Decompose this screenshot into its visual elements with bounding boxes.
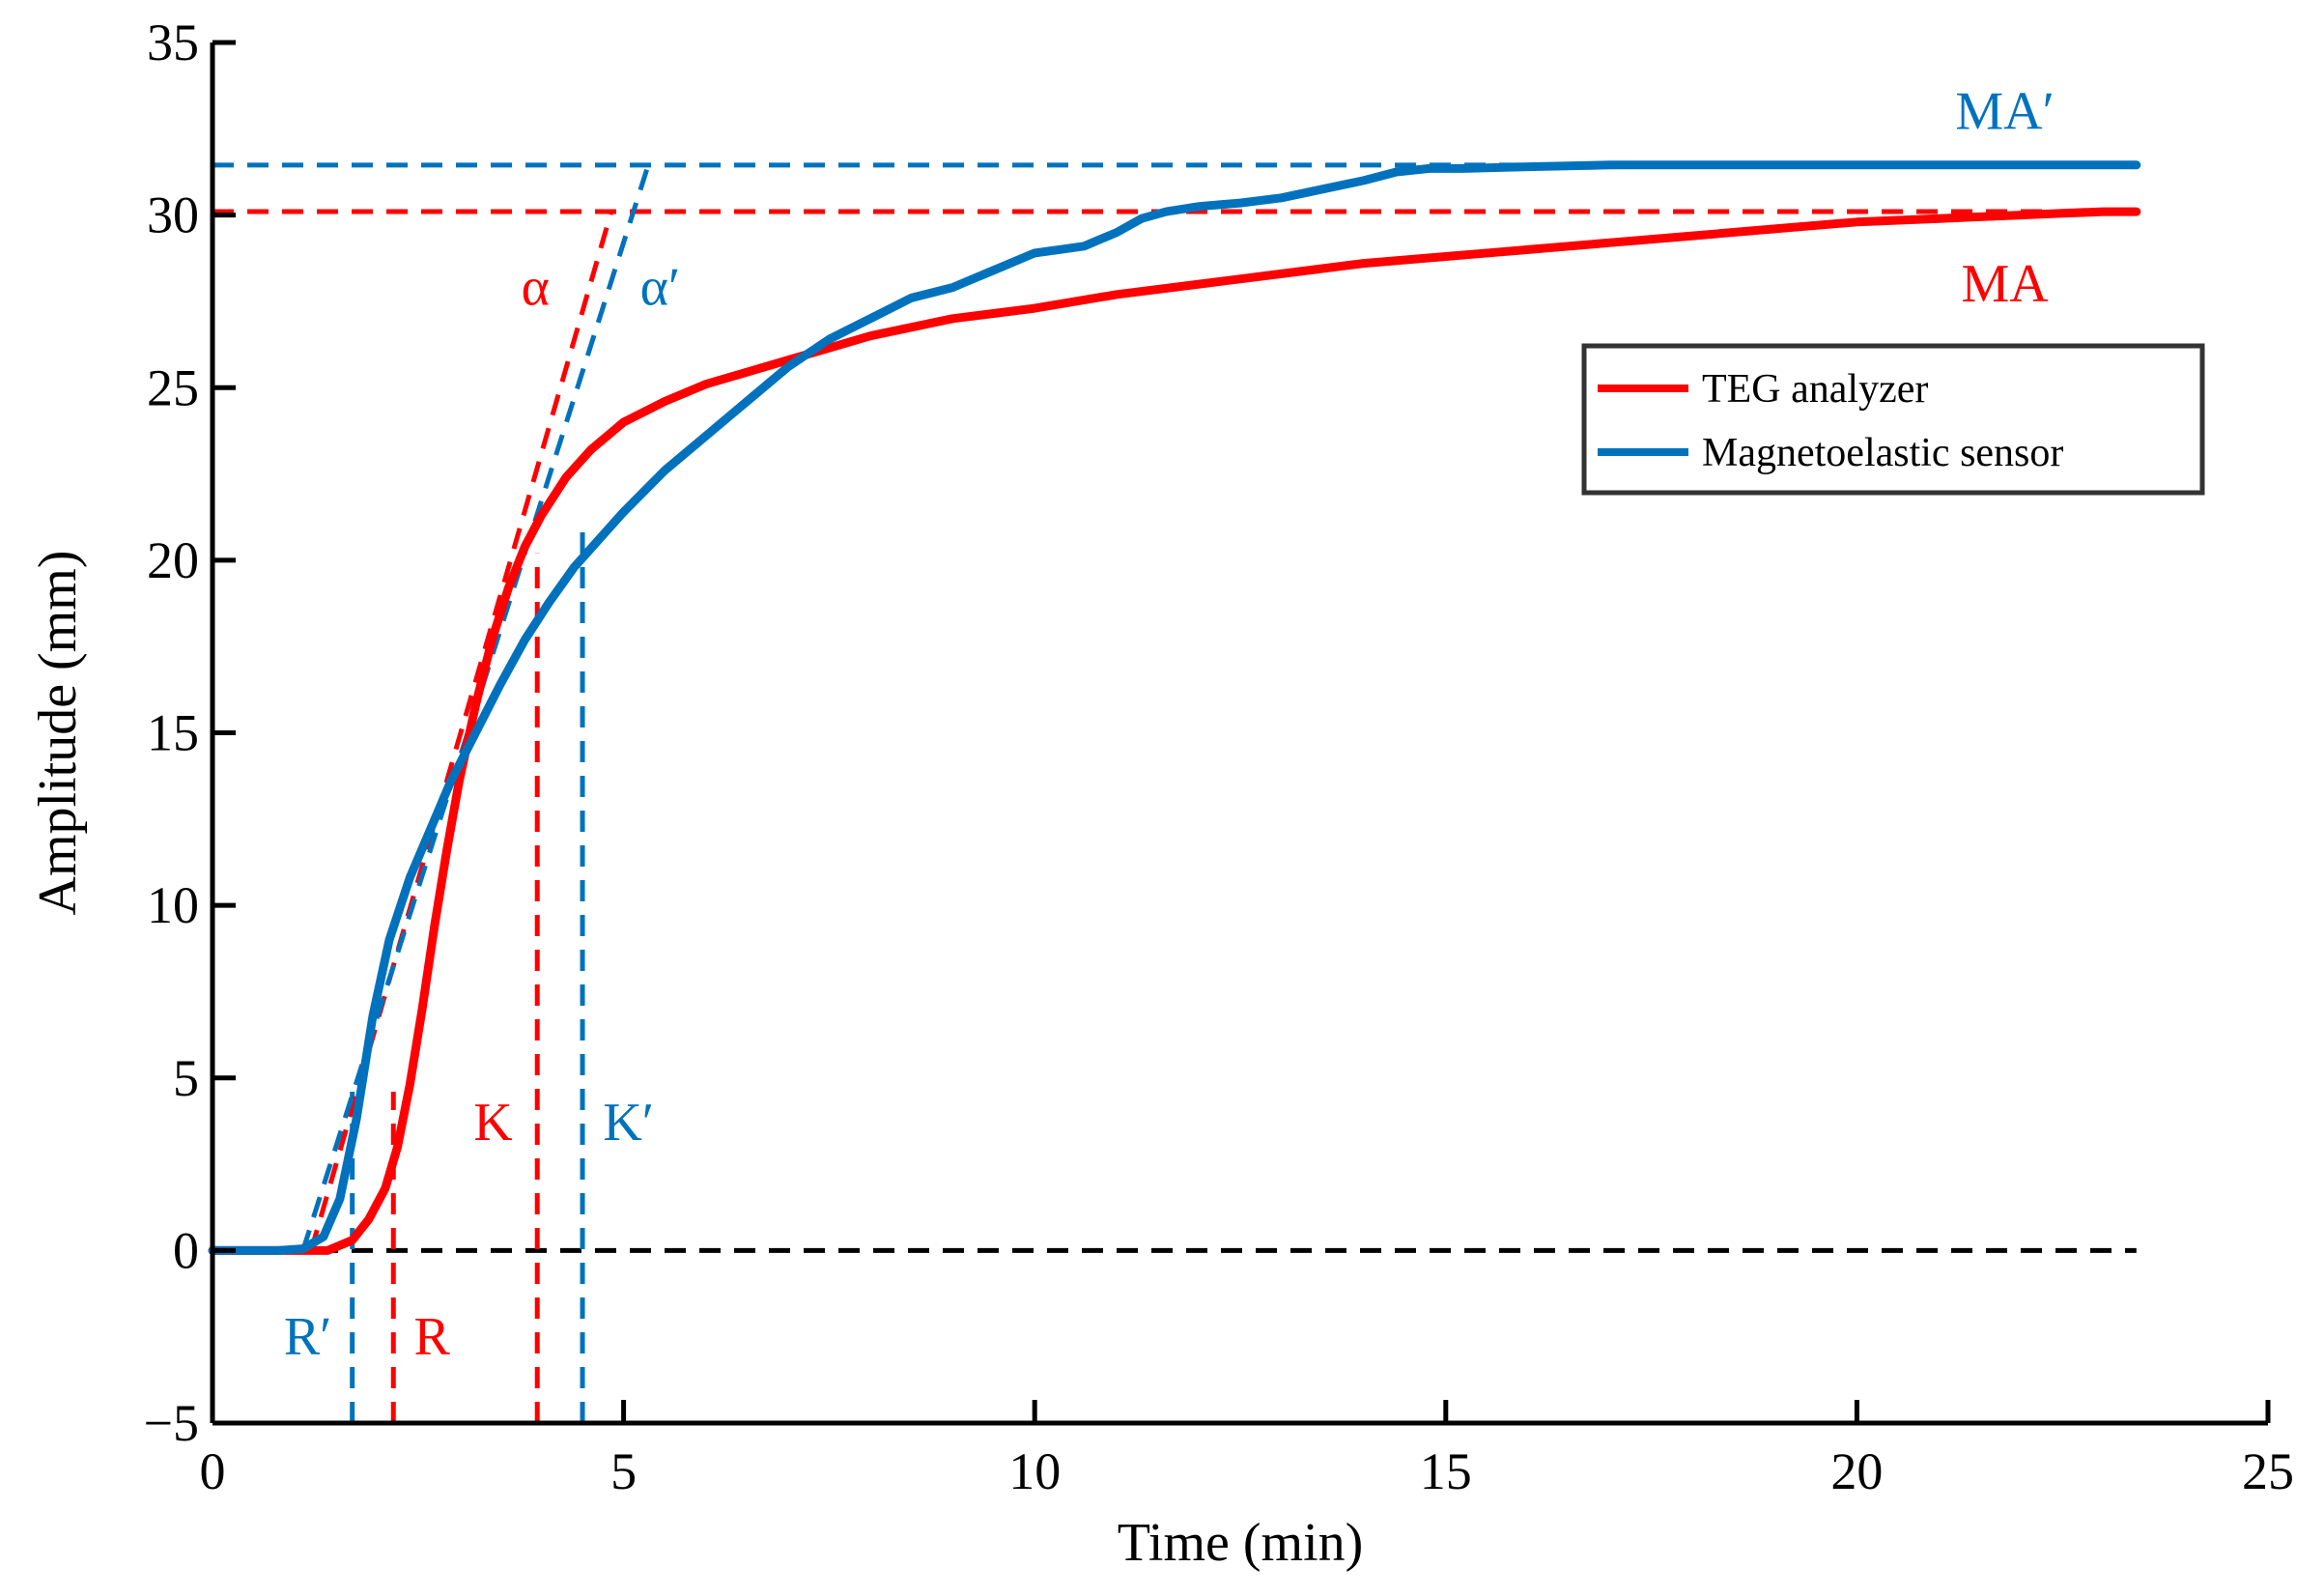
data-series bbox=[208, 160, 2141, 1255]
x-axis-title: Time (min) bbox=[1118, 1513, 1364, 1573]
x-tick-label: 10 bbox=[1008, 1442, 1061, 1500]
y-tick-label: 15 bbox=[147, 704, 199, 762]
y-axis-title: Amplitude (mm) bbox=[28, 551, 88, 916]
y-tick-label: 30 bbox=[147, 186, 199, 244]
y-tick-label: 10 bbox=[147, 876, 199, 934]
x-tick-label: 5 bbox=[610, 1442, 637, 1500]
x-tick-label: 25 bbox=[2242, 1442, 2294, 1500]
annotation-k-prime: K′ bbox=[603, 1093, 654, 1153]
y-tick-label: −5 bbox=[144, 1394, 199, 1452]
x-tick-label: 20 bbox=[1830, 1442, 1883, 1500]
annotation-alpha-prime: α′ bbox=[640, 258, 681, 318]
y-tick-label: 0 bbox=[173, 1221, 199, 1279]
legend-box bbox=[1581, 343, 2205, 496]
legend-label-teg-analyzer: TEG analyzer bbox=[1702, 367, 1928, 412]
annotation-ma: MA bbox=[1961, 254, 2049, 314]
y-tick-label: 35 bbox=[147, 14, 199, 71]
x-tick-label: 0 bbox=[200, 1442, 226, 1500]
x-axis-ticks: 0 5 10 15 20 25 bbox=[200, 1400, 2294, 1500]
annotation-ma-prime: MA′ bbox=[1955, 81, 2054, 141]
annotation-r: R bbox=[414, 1307, 451, 1367]
annotation-k: K bbox=[473, 1093, 512, 1153]
series-line-teg-analyzer bbox=[208, 207, 2141, 1255]
annotations: MA′ MA α α′ K K′ R′ R bbox=[284, 81, 2055, 1366]
y-tick-label: 25 bbox=[147, 358, 199, 416]
legend-label-magnetoelastic-sensor: Magnetoelastic sensor bbox=[1702, 431, 2063, 475]
x-tick-label: 15 bbox=[1420, 1442, 1472, 1500]
annotation-alpha: α bbox=[522, 258, 550, 318]
y-axis-ticks: −5 0 5 10 15 20 25 30 35 bbox=[144, 14, 236, 1452]
annotation-r-prime: R′ bbox=[284, 1307, 332, 1367]
legend: TEG analyzer Magnetoelastic sensor bbox=[1581, 343, 2205, 496]
y-tick-label: 5 bbox=[173, 1049, 199, 1107]
y-tick-label: 20 bbox=[147, 531, 199, 589]
series-line-magnetoelastic-sensor bbox=[208, 160, 2141, 1255]
